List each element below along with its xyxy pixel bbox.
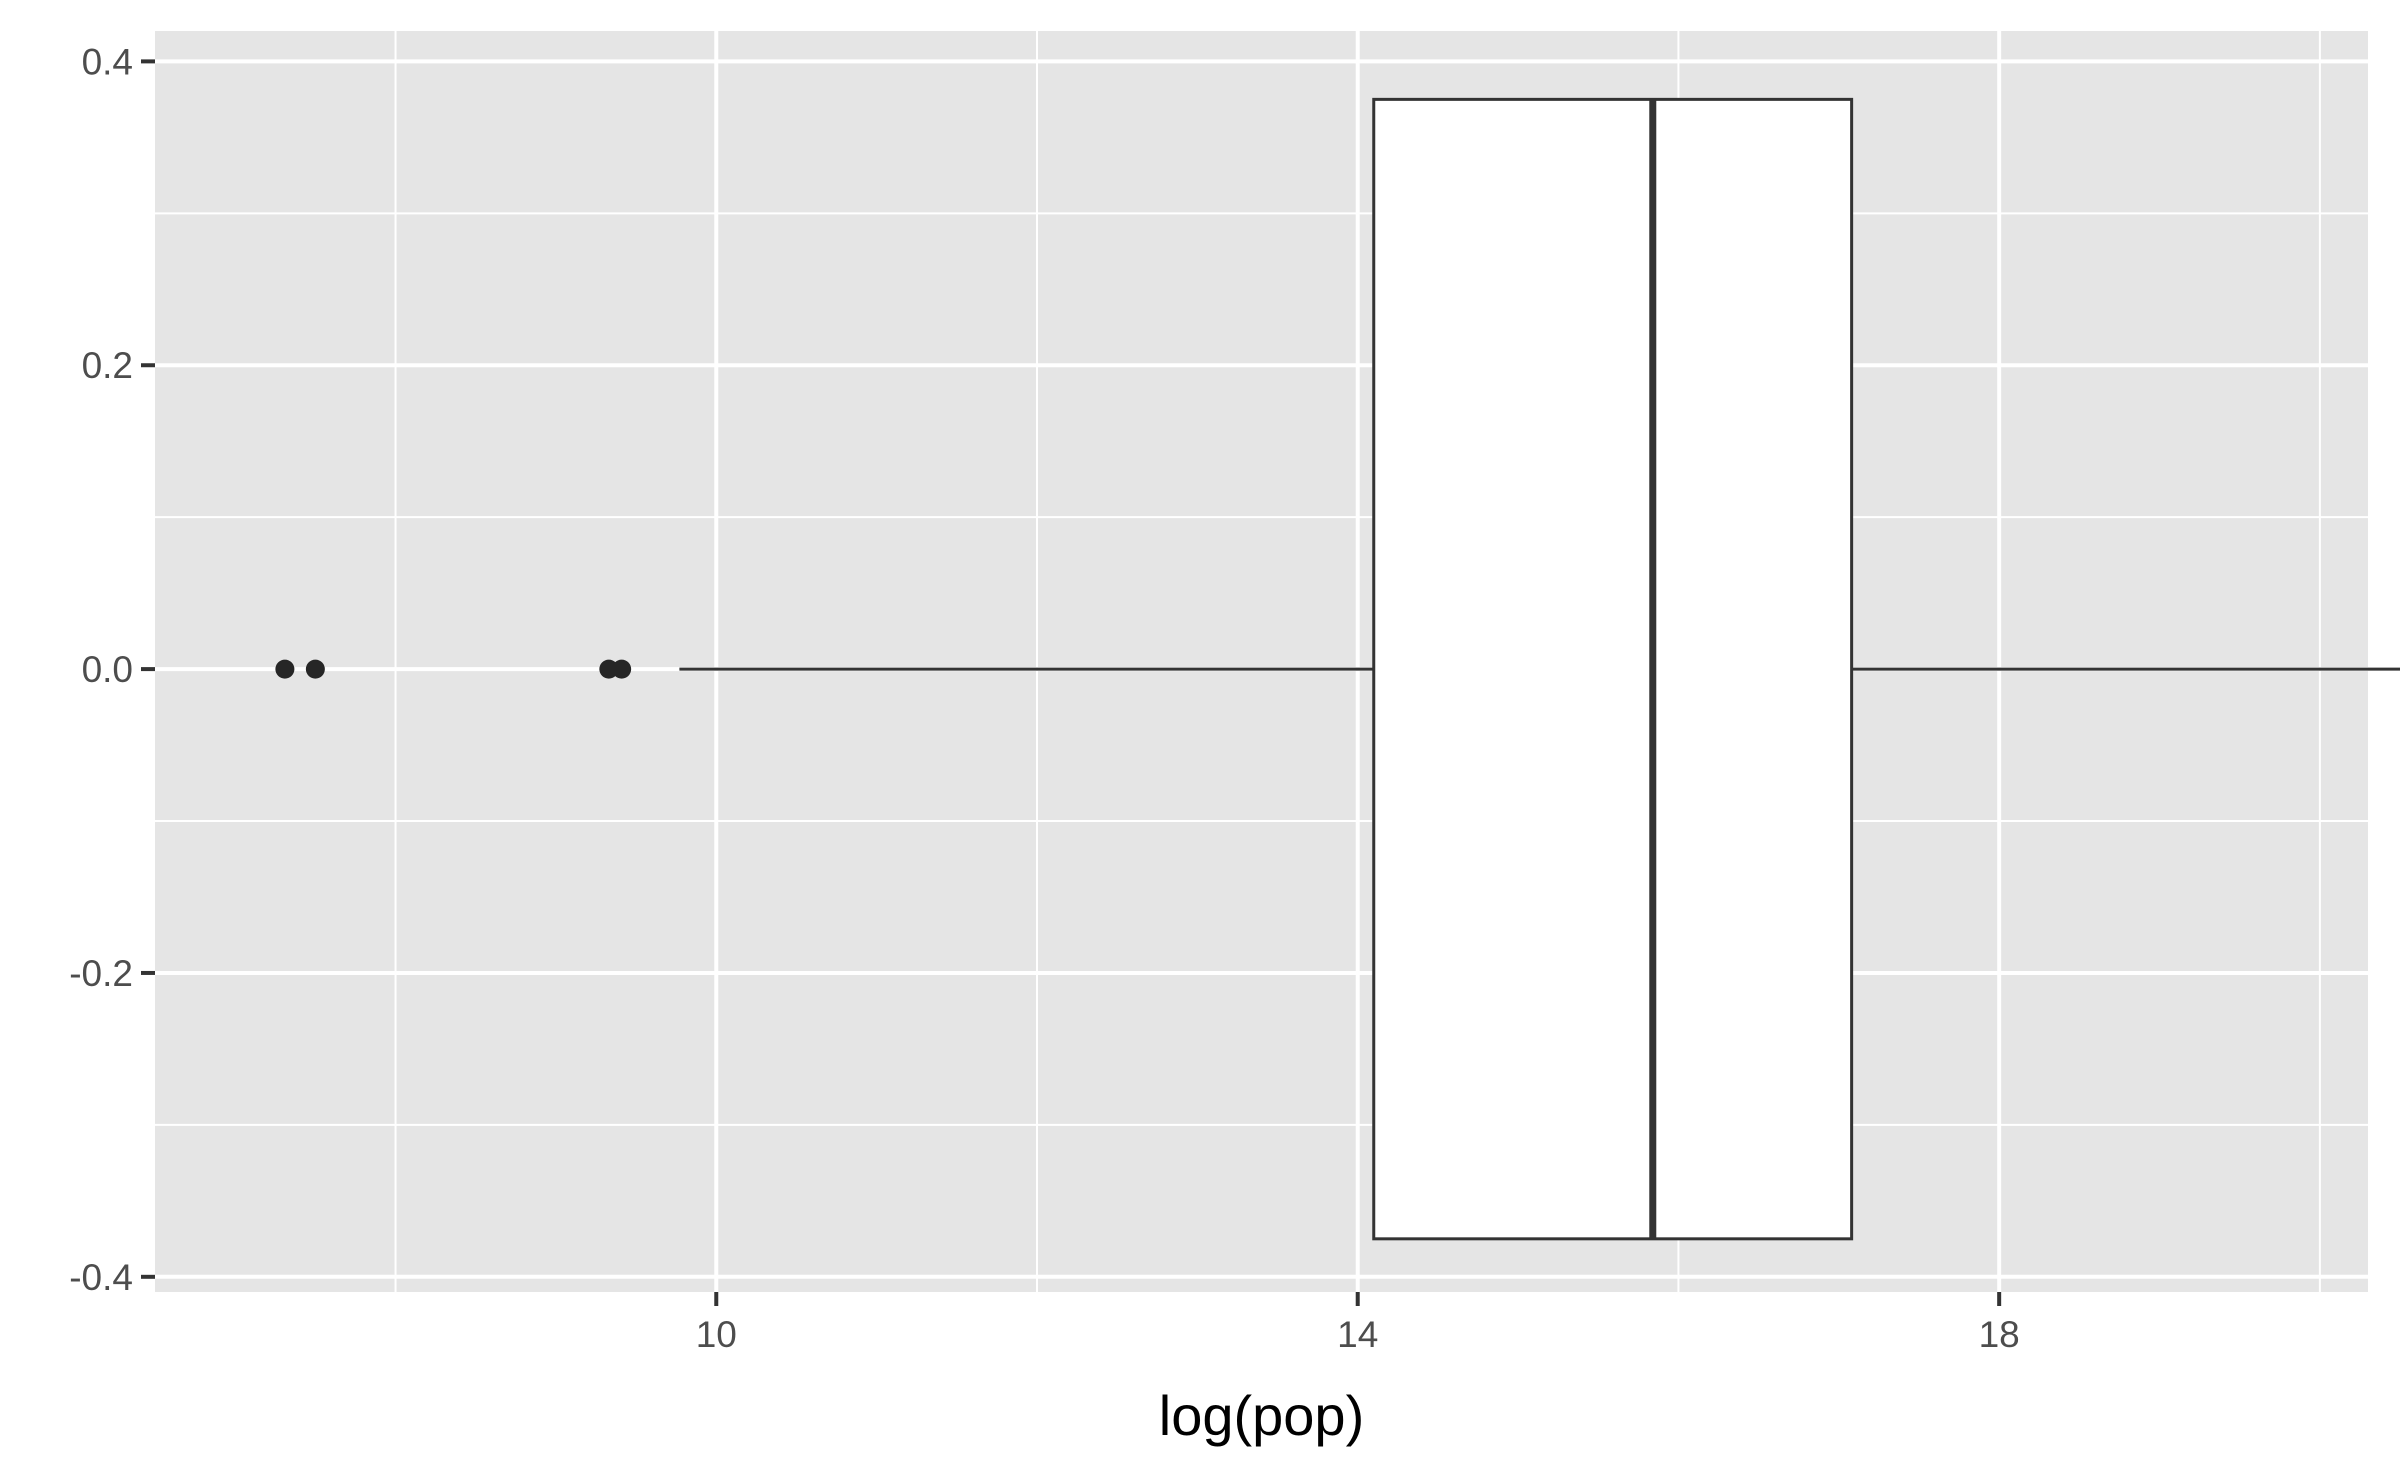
y-tick-label: 0.0 [82,649,133,690]
x-axis-title: log(pop) [1159,1384,1364,1447]
y-axis: -0.4 -0.2 0.0 0.2 0.4 [69,41,155,1298]
x-tick-label: 10 [696,1314,737,1355]
x-tick-label: 14 [1337,1314,1378,1355]
outlier-point [275,659,295,679]
interquartile-box [1372,97,1854,1241]
boxplot-marks [275,97,2400,1241]
y-tick-label: -0.4 [69,1257,133,1298]
y-tick-label: 0.2 [82,345,133,386]
y-tick-label: 0.4 [82,41,133,82]
x-axis: 10 14 18 [696,1292,2020,1355]
outlier-point [612,659,632,679]
y-tick-label: -0.2 [69,953,133,994]
x-tick-label: 18 [1979,1314,2020,1355]
plot-panel [155,31,2368,1292]
outlier-point [305,659,325,679]
